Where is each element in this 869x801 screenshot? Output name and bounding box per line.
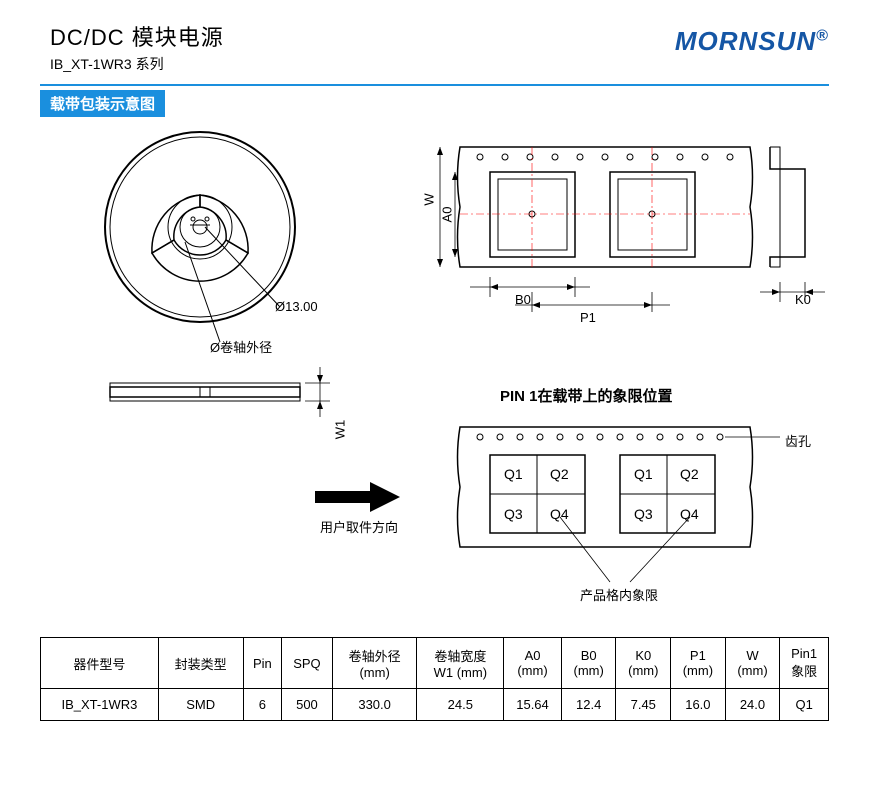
td-part: IB_XT-1WR3 xyxy=(41,689,159,721)
th-pin: Pin xyxy=(243,638,282,689)
svg-text:Q2: Q2 xyxy=(680,466,699,482)
diagram-area: Ø13.00 Ø卷轴外径 W1 xyxy=(40,117,829,627)
td-pkg: SMD xyxy=(158,689,243,721)
td-b0: 12.4 xyxy=(561,689,616,721)
reel-front-diagram xyxy=(90,127,330,367)
spec-table: 器件型号 封装类型 Pin SPQ 卷轴外径 (mm) 卷轴宽度 W1 (mm)… xyxy=(40,637,829,721)
td-p1: 16.0 xyxy=(671,689,726,721)
th-reeldia: 卷轴外径 (mm) xyxy=(332,638,417,689)
k0-label: K0 xyxy=(795,292,811,307)
td-pin: 6 xyxy=(243,689,282,721)
td-spq: 500 xyxy=(282,689,333,721)
p1-label: P1 xyxy=(580,310,596,325)
tape-top-diagram xyxy=(420,127,840,327)
td-a0: 15.64 xyxy=(504,689,562,721)
svg-text:Q3: Q3 xyxy=(634,506,653,522)
quadrant-label: 产品格内象限 xyxy=(580,585,658,604)
title-block: DC/DC 模块电源 IB_XT-1WR3 系列 xyxy=(50,20,224,74)
th-w: W (mm) xyxy=(725,638,780,689)
table-row: IB_XT-1WR3 SMD 6 500 330.0 24.5 15.64 12… xyxy=(41,689,829,721)
outer-dia-label: Ø卷轴外径 xyxy=(210,337,272,356)
a0-label: A0 xyxy=(439,207,454,223)
w-label: W xyxy=(422,193,437,205)
svg-text:Q1: Q1 xyxy=(504,466,523,482)
feed-direction-label: 用户取件方向 xyxy=(320,517,398,536)
td-w: 24.0 xyxy=(725,689,780,721)
th-pin1q: Pin1 象限 xyxy=(780,638,829,689)
th-b0: B0 (mm) xyxy=(561,638,616,689)
svg-text:Q4: Q4 xyxy=(680,506,699,522)
reel-side-diagram xyxy=(90,357,360,437)
logo-reg: ® xyxy=(816,27,829,44)
sprocket-label: 齿孔 xyxy=(785,431,811,450)
th-p1: P1 (mm) xyxy=(671,638,726,689)
th-spq: SPQ xyxy=(282,638,333,689)
spec-table-wrap: 器件型号 封装类型 Pin SPQ 卷轴外径 (mm) 卷轴宽度 W1 (mm)… xyxy=(40,637,829,721)
th-part: 器件型号 xyxy=(41,638,159,689)
b0-label: B0 xyxy=(515,292,531,307)
td-reeldia: 330.0 xyxy=(332,689,417,721)
svg-text:Q2: Q2 xyxy=(550,466,569,482)
main-title: DC/DC 模块电源 xyxy=(50,20,224,52)
th-pkg: 封装类型 xyxy=(158,638,243,689)
svg-text:Q3: Q3 xyxy=(504,506,523,522)
brand-logo: MORNSUN® xyxy=(675,20,829,57)
tape-quadrant-diagram: Q1 Q2 Q3 Q4 Q1 Q2 Q3 Q4 xyxy=(420,407,840,607)
svg-text:Q4: Q4 xyxy=(550,506,569,522)
header: DC/DC 模块电源 IB_XT-1WR3 系列 MORNSUN® xyxy=(0,0,869,82)
logo-text: MORNSUN xyxy=(675,26,816,56)
th-k0: K0 (mm) xyxy=(616,638,671,689)
header-divider xyxy=(40,84,829,86)
w1-label: W1 xyxy=(332,420,347,440)
td-pin1q: Q1 xyxy=(780,689,829,721)
th-w1: 卷轴宽度 W1 (mm) xyxy=(417,638,504,689)
table-header-row: 器件型号 封装类型 Pin SPQ 卷轴外径 (mm) 卷轴宽度 W1 (mm)… xyxy=(41,638,829,689)
sub-title: IB_XT-1WR3 系列 xyxy=(50,54,224,74)
th-a0: A0 (mm) xyxy=(504,638,562,689)
td-k0: 7.45 xyxy=(616,689,671,721)
hole-dia-label: Ø13.00 xyxy=(275,299,318,314)
section-banner: 载带包装示意图 xyxy=(40,90,165,117)
svg-text:Q1: Q1 xyxy=(634,466,653,482)
feed-arrow-icon xyxy=(310,477,410,517)
pin1-title: PIN 1在载带上的象限位置 xyxy=(500,385,673,406)
td-w1: 24.5 xyxy=(417,689,504,721)
